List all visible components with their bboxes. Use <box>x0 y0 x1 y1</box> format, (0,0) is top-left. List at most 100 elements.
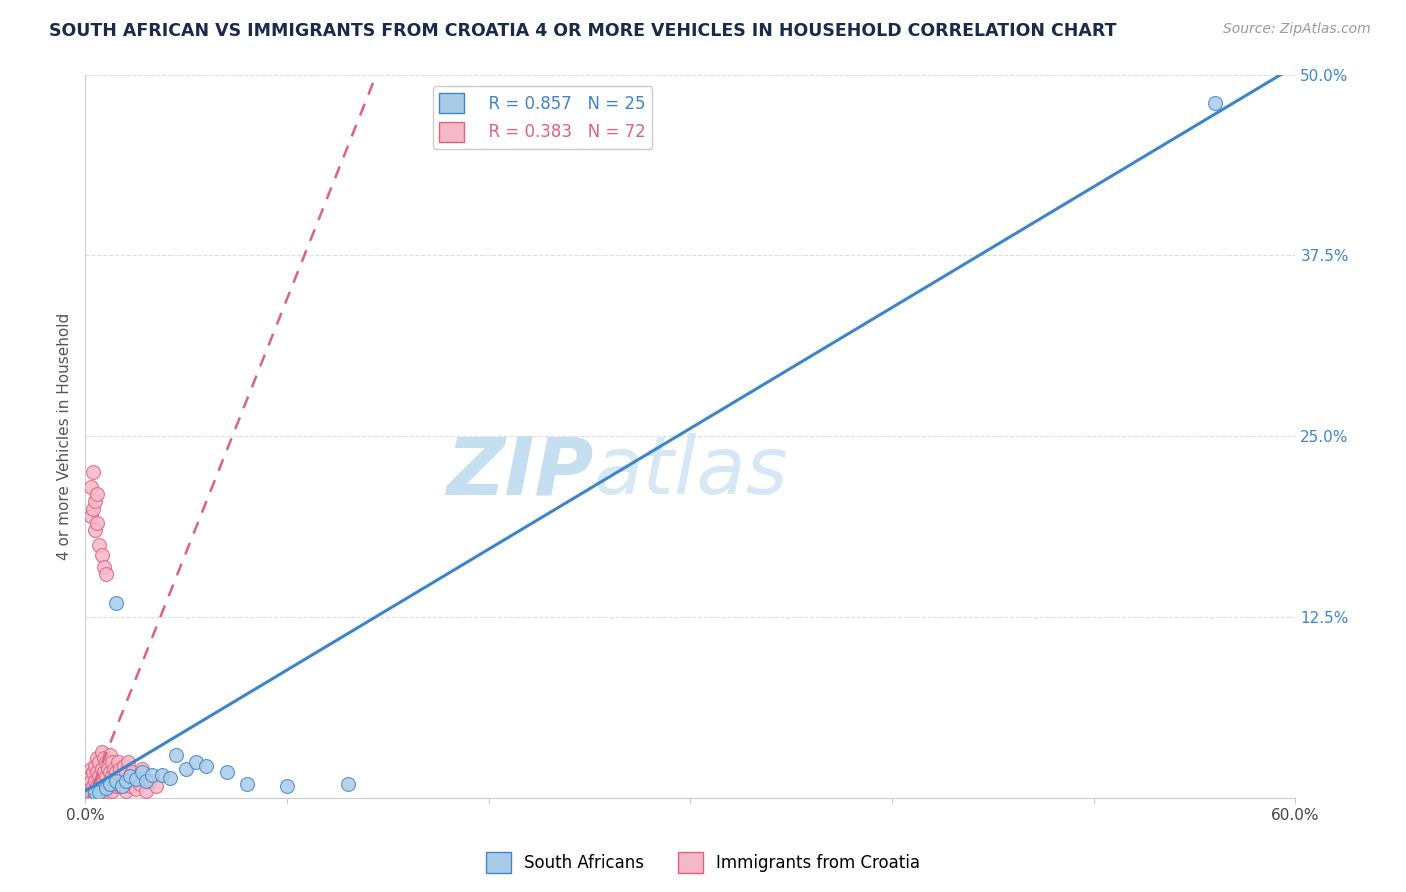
Text: ZIP: ZIP <box>446 434 593 511</box>
Legend:   R = 0.857   N = 25,   R = 0.383   N = 72: R = 0.857 N = 25, R = 0.383 N = 72 <box>433 87 652 149</box>
Point <box>127 769 149 783</box>
Point <box>90 548 112 562</box>
Point <box>98 776 121 790</box>
Point <box>215 764 238 779</box>
Point <box>145 780 167 794</box>
Point <box>111 780 134 794</box>
Point <box>174 762 197 776</box>
Point <box>107 755 129 769</box>
Point <box>97 762 120 776</box>
Point <box>82 466 104 480</box>
Point <box>86 780 108 794</box>
Point <box>76 789 98 804</box>
Point <box>94 566 117 581</box>
Point <box>104 780 127 794</box>
Point <box>186 755 208 769</box>
Point <box>93 764 115 779</box>
Point <box>90 745 112 759</box>
Point <box>89 785 111 799</box>
Point <box>97 776 120 790</box>
Point <box>139 773 162 788</box>
Point <box>89 769 111 783</box>
Point <box>235 776 257 790</box>
Point <box>98 764 121 779</box>
Point <box>150 768 173 782</box>
Point <box>84 494 107 508</box>
Point <box>114 773 136 788</box>
Point <box>89 538 111 552</box>
Point <box>104 764 127 779</box>
Point <box>94 755 117 769</box>
Point <box>121 764 143 779</box>
Point <box>84 773 107 788</box>
Point <box>80 480 103 494</box>
Point <box>135 773 157 788</box>
Point <box>114 764 136 779</box>
Point <box>195 759 218 773</box>
Point <box>1204 96 1226 111</box>
Point <box>98 747 121 762</box>
Point <box>104 596 127 610</box>
Point <box>84 785 107 799</box>
Point <box>112 759 135 773</box>
Point <box>80 762 103 776</box>
Point <box>118 780 141 794</box>
Point <box>86 750 108 764</box>
Point <box>90 776 112 790</box>
Point <box>276 780 298 794</box>
Point <box>100 755 122 769</box>
Point <box>336 776 359 790</box>
Point <box>104 773 127 788</box>
Point <box>141 768 163 782</box>
Point <box>79 787 101 801</box>
Point <box>80 787 103 801</box>
Point <box>82 764 104 779</box>
Point <box>103 762 125 776</box>
Point <box>80 508 103 523</box>
Point <box>84 759 107 773</box>
Point <box>82 501 104 516</box>
Point <box>122 773 145 788</box>
Point <box>131 762 153 776</box>
Point <box>82 787 104 801</box>
Point <box>100 769 122 783</box>
Point <box>165 747 187 762</box>
Point <box>117 755 139 769</box>
Point <box>128 776 150 790</box>
Point <box>84 524 107 538</box>
Text: SOUTH AFRICAN VS IMMIGRANTS FROM CROATIA 4 OR MORE VEHICLES IN HOUSEHOLD CORRELA: SOUTH AFRICAN VS IMMIGRANTS FROM CROATIA… <box>49 22 1116 40</box>
Point <box>94 780 117 795</box>
Point <box>89 784 111 798</box>
Legend: South Africans, Immigrants from Croatia: South Africans, Immigrants from Croatia <box>479 846 927 880</box>
Text: Source: ZipAtlas.com: Source: ZipAtlas.com <box>1223 22 1371 37</box>
Point <box>82 780 104 794</box>
Point <box>94 784 117 798</box>
Y-axis label: 4 or more Vehicles in Household: 4 or more Vehicles in Household <box>58 313 72 560</box>
Point <box>84 784 107 798</box>
Point <box>125 782 148 797</box>
Point <box>79 776 101 790</box>
Point <box>93 559 115 574</box>
Point <box>103 776 125 790</box>
Point <box>108 762 131 776</box>
Point <box>100 784 122 798</box>
Point <box>93 780 115 794</box>
Point <box>86 764 108 779</box>
Point <box>125 772 148 787</box>
Point <box>93 750 115 764</box>
Point <box>90 762 112 776</box>
Point <box>86 516 108 530</box>
Point <box>80 784 103 798</box>
Point <box>117 773 139 788</box>
Point <box>131 764 153 779</box>
Point <box>107 773 129 788</box>
Point <box>114 784 136 798</box>
Text: atlas: atlas <box>593 434 789 511</box>
Point <box>80 773 103 788</box>
Point <box>135 784 157 798</box>
Point <box>118 769 141 783</box>
Point <box>159 771 181 785</box>
Point <box>94 769 117 783</box>
Point <box>112 776 135 790</box>
Point <box>86 487 108 501</box>
